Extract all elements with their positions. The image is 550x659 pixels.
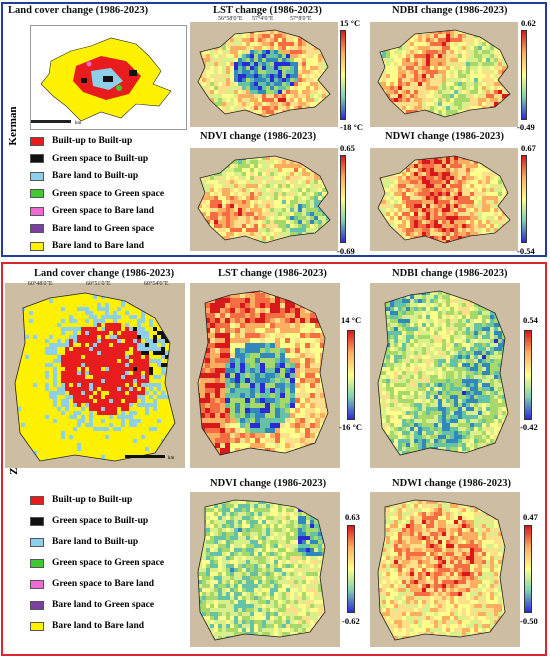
kerman-ndbi-map [370,22,518,127]
zahedan-legend-item: Bare land to Bare land [30,620,144,632]
zahedan-lon-tick-2: 60°51'0"E [86,281,111,287]
zahedan-lst-map [190,283,340,468]
kerman-legend-item: Green space to Built-up [30,153,148,165]
zahedan-lst-colorbar [347,330,355,420]
kerman-legend-label: Bare land to Bare land [52,241,145,251]
zahedan-ndbi-max: 0.54 [523,315,538,325]
kerman-landcover-title: Land cover change (1986-2023) [8,5,149,16]
zahedan-ndwi-max: 0.47 [523,512,538,522]
kerman-legend-label: Bare land to Green space [52,223,155,234]
kerman-legend-label: Green space to Built-up [52,153,149,164]
zahedan-ndvi-min: -0.62 [342,616,360,626]
kerman-legend-swatch [30,224,44,233]
zahedan-landcover-scale-label: km [168,456,175,461]
kerman-legend-swatch [30,171,44,181]
kerman-frame [1,2,547,257]
zahedan-legend-swatch [30,495,44,505]
kerman-label: Kerman [7,106,19,146]
kerman-legend-label: Built-up to Built-up [52,136,133,146]
zahedan-ndvi-max: 0.63 [345,512,360,522]
zahedan-legend-label: Built-up to Built-up [52,495,133,505]
zahedan-legend-item: Green space to Green space [30,557,164,569]
zahedan-frame [1,262,547,656]
kerman-lst-colorbar [340,30,346,120]
kerman-ndwi-max: 0.67 [521,143,536,153]
kerman-landcover-map: km [30,25,187,130]
kerman-lst-min: -18 °C [340,122,363,132]
zahedan-lon-tick-3: 60°54'0"E [144,281,169,287]
kerman-legend-item: Built-up to Built-up [30,135,132,147]
zahedan-legend-label: Green space to Bare land [52,579,155,589]
kerman-ndbi-max: 0.62 [521,18,536,28]
kerman-legend-label: Green space to Green space [52,188,165,199]
kerman-legend-label: Bare land to Built-up [52,171,139,181]
kerman-legend-swatch [30,136,44,146]
zahedan-legend-item: Green space to Bare land [30,578,154,590]
kerman-legend-item: Bare land to Green space [30,223,154,235]
kerman-lon-tick-2: 57°4'0"E [252,16,274,22]
zahedan-ndbi-map [370,283,520,468]
zahedan-legend-item: Bare land to Green space [30,599,154,611]
kerman-ndbi-min: -0.49 [517,122,535,132]
zahedan-landcover-title: Land cover change (1986-2023) [34,268,175,279]
kerman-lon-tick-1: 56°58'0"E [218,16,243,22]
zahedan-lst-max: 14 °C [341,315,362,325]
zahedan-legend-item: Bare land to Built-up [30,536,138,548]
zahedan-legend-swatch [30,579,44,589]
kerman-ndwi-map [370,148,518,251]
zahedan-legend-label: Bare land to Bare land [52,621,145,631]
kerman-legend-item: Bare land to Bare land [30,240,144,252]
kerman-ndwi-min: -0.54 [517,246,535,256]
zahedan-ndwi-map [370,492,520,647]
zahedan-legend-swatch [30,516,44,526]
zahedan-legend-swatch [30,600,44,610]
zahedan-legend-label: Bare land to Built-up [52,537,139,547]
zahedan-ndvi-colorbar [347,525,355,613]
kerman-legend-swatch [30,206,44,216]
zahedan-legend-label: Green space to Green space [52,558,165,568]
kerman-legend-item: Bare land to Built-up [30,170,138,182]
kerman-ndbi-title: NDBI change (1986-2023) [392,5,508,16]
zahedan-ndvi-map [190,492,340,647]
zahedan-legend-item: Green space to Built-up [30,515,148,527]
kerman-ndwi-colorbar [521,155,527,243]
kerman-legend-item: Green space to Green space [30,188,164,200]
kerman-legend-swatch [30,241,44,251]
kerman-lon-tick-3: 57°8'0"E [290,16,312,22]
kerman-legend-swatch [30,154,44,163]
kerman-landcover-scale-label: km [75,121,82,126]
kerman-ndvi-title: NDVI change (1986-2023) [200,131,317,142]
zahedan-lon-tick-1: 60°48'0"E [28,281,53,287]
zahedan-ndbi-min: -0.42 [520,422,538,432]
zahedan-landcover-map: km [5,283,185,468]
zahedan-legend-label: Green space to Built-up [52,516,149,526]
zahedan-lst-title: LST change (1986-2023) [218,268,327,279]
kerman-ndvi-min: -0.69 [337,246,355,256]
zahedan-legend-swatch [30,537,44,547]
zahedan-ndwi-title: NDWI change (1986-2023) [392,478,511,489]
kerman-lst-map [190,22,338,127]
zahedan-legend-label: Bare land to Green space [52,600,155,610]
zahedan-lst-min: -16 °C [339,422,362,432]
kerman-ndvi-map [190,148,338,251]
zahedan-ndbi-colorbar [524,330,532,420]
kerman-ndvi-max: 0.65 [340,143,355,153]
zahedan-ndvi-title: NDVI change (1986-2023) [210,478,327,489]
kerman-ndwi-title: NDWI change (1986-2023) [385,131,504,142]
zahedan-ndwi-colorbar [524,525,532,613]
zahedan-ndwi-min: -0.50 [520,616,538,626]
kerman-lst-title: LST change (1986-2023) [213,5,322,16]
zahedan-legend-swatch [30,558,44,568]
kerman-legend-item: Green space to Bare land [30,205,154,217]
zahedan-ndbi-title: NDBI change (1986-2023) [392,268,508,279]
kerman-legend-swatch [30,189,44,198]
zahedan-legend-item: Built-up to Built-up [30,494,132,506]
kerman-ndbi-colorbar [521,30,527,120]
kerman-ndvi-colorbar [340,155,346,243]
kerman-lst-max: 15 °C [340,18,361,28]
kerman-legend-label: Green space to Bare land [52,206,155,216]
zahedan-legend-swatch [30,621,44,631]
